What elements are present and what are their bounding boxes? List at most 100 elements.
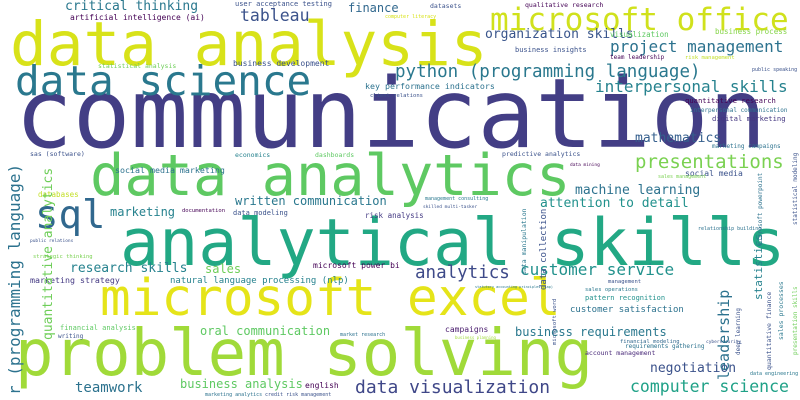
word: campaigns (445, 325, 489, 334)
word: strategic thinking (33, 254, 93, 260)
word: market research (340, 332, 385, 338)
word: business requirements (515, 325, 667, 339)
word: sas (software) (30, 150, 85, 158)
word: social media marketing (115, 165, 225, 175)
word: quantitative analytics (41, 168, 56, 340)
word: business analysis (180, 377, 303, 391)
word: data manipulation (520, 208, 528, 275)
word: presentation skills (792, 286, 799, 355)
word: cybersecurity (706, 339, 742, 345)
word: data collection (539, 209, 549, 290)
word: natural language processing (nlp) (170, 276, 349, 286)
word: financial analysis (60, 324, 136, 332)
word: problem solving (15, 317, 593, 391)
word: dashboards (315, 151, 354, 159)
word: account management (585, 349, 656, 357)
word: digital marketing (712, 114, 786, 123)
word: data modeling (233, 209, 288, 217)
word: data mining (570, 162, 600, 168)
word: microsoft excel (100, 269, 561, 328)
word: r (programming language) (5, 164, 24, 395)
word: pattern recognition (585, 294, 665, 302)
word: management consulting (425, 196, 488, 202)
word: financial modeling (620, 339, 680, 345)
word: business process (715, 27, 787, 36)
word: statistics (752, 234, 765, 300)
word: client relations (370, 93, 423, 99)
word: computer literacy (385, 14, 436, 20)
word: microsoft powerpoint (757, 172, 764, 245)
word: teamwork (75, 380, 143, 396)
word: predictive analytics (502, 150, 580, 158)
word: economics (235, 151, 270, 159)
word: customer satisfaction (570, 305, 684, 315)
word: statutory accounting principles (sap) (475, 285, 553, 289)
word: customer service (520, 260, 674, 279)
word: statistical modeling (792, 152, 799, 225)
word: python (programming language) (395, 62, 701, 82)
word: attention to detail (540, 196, 689, 211)
word: analytical skills (120, 206, 785, 281)
word: datasets (430, 2, 461, 10)
word: deep learning (735, 308, 742, 355)
word: data analysis (10, 9, 487, 80)
word: statistical analysis (98, 62, 176, 70)
word: microsoft power bi (313, 261, 400, 270)
word: finance (348, 1, 399, 15)
word: microsoft office (490, 2, 789, 38)
word: project management (610, 37, 783, 56)
word: tableau (240, 6, 310, 25)
word: data science (15, 57, 311, 105)
word: mathematics (635, 131, 721, 146)
word: public relations (30, 238, 74, 244)
word: sql (35, 193, 105, 238)
word: key performance indicators (365, 81, 495, 91)
word: communication (15, 58, 766, 170)
word: machine learning (575, 183, 700, 198)
word: microsoft word (552, 299, 558, 345)
word: sales processes (777, 281, 785, 340)
word: research skills (70, 261, 187, 276)
word: quantitative research (685, 96, 776, 105)
word: analytics (415, 263, 510, 283)
word: team leadership (610, 54, 665, 61)
word: data engineering (750, 371, 798, 377)
word: negotiation (650, 361, 736, 376)
word: requirements gathering (625, 343, 705, 350)
word: marketing (110, 205, 175, 219)
word: written communication (235, 194, 387, 208)
word: business development (233, 59, 330, 68)
word: quantitative finance (765, 292, 773, 370)
word: user acceptance testing (235, 0, 332, 8)
word: data visualization (355, 377, 550, 398)
word: skilled multi-tasker (423, 204, 477, 210)
word: writing (58, 333, 84, 340)
word: visualization (610, 30, 669, 39)
word: interpersonal communication (690, 107, 788, 114)
word: relationship building (698, 226, 761, 232)
word: databases (38, 190, 79, 199)
word: documentation (182, 208, 225, 214)
word: risk management (685, 55, 735, 61)
word: credit risk management (265, 392, 331, 398)
word: qualitative research (525, 1, 603, 9)
word: business insights (515, 46, 587, 54)
word: marketing campaigns (712, 143, 781, 150)
word: marketing strategy (30, 275, 120, 285)
word: sales management (658, 174, 706, 180)
word: presentations (635, 151, 784, 173)
word: computer science (630, 377, 789, 396)
word: artificial intelligence (ai) (70, 13, 205, 22)
word: business planning (455, 335, 497, 340)
word: critical thinking (65, 0, 198, 14)
word: leadership (715, 290, 733, 380)
word: social media (685, 169, 743, 178)
word: management (608, 279, 641, 285)
word: english (305, 381, 339, 390)
word: marketing analytics (205, 392, 262, 398)
word: risk analysis (365, 211, 424, 220)
word: public speaking (752, 67, 797, 73)
word: organization skills (485, 27, 634, 42)
